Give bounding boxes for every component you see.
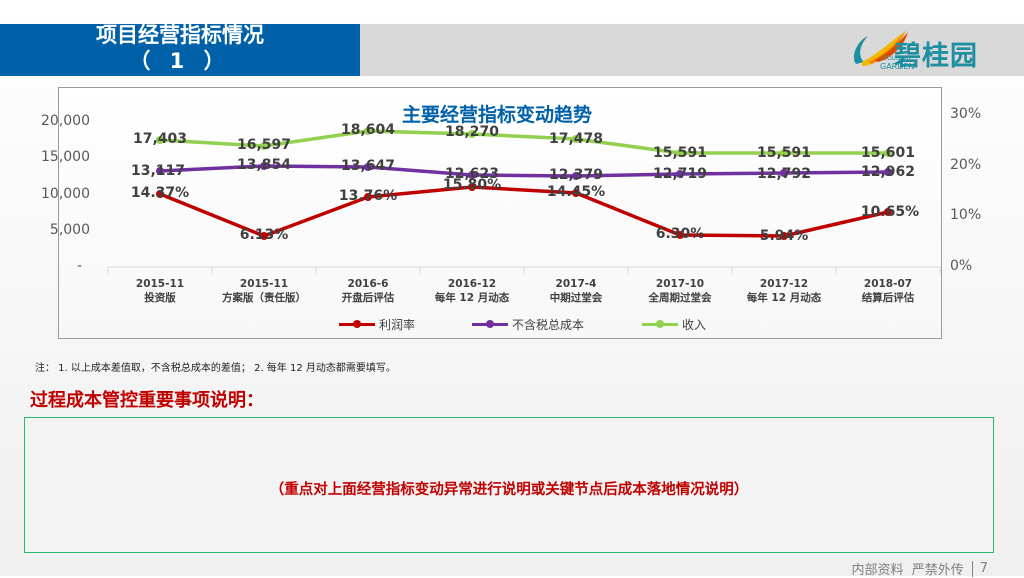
x-category-label: 2017-4 中期过堂会 [524,277,628,305]
footer: 内部资料 严禁外传 7 [851,559,988,578]
y-left-tick: 20,000 [41,113,90,129]
series-cost-markers [156,162,892,180]
data-label-margin: 6.30% [655,226,705,242]
data-label-cost: 12,962 [860,164,916,180]
slide-title: 项目经营指标情况 （ 1 ） [0,23,360,76]
x-axis-ticks [107,267,941,273]
legend-line-marker-icon [472,319,508,329]
data-label-revenue: 15,591 [652,145,708,161]
data-label-revenue: 15,601 [860,145,916,161]
legend-item-revenue: 收入 [642,316,706,332]
y-left-tick: 10,000 [41,186,90,202]
footer-divider [971,560,973,577]
data-label-cost: 12,379 [548,167,604,183]
category-name: 每年 12 月动态 [434,292,510,304]
confidential-label: 内部资料 严禁外传 [851,563,964,578]
data-label-margin: 5.94% [759,228,809,244]
legend-label: 收入 [682,317,707,332]
chart-title: 主要经营指标变动趋势 [402,104,593,126]
category-name: 全周期过堂会 [648,292,712,304]
legend-item-cost: 不含税总成本 [472,316,584,332]
legend-item-margin: 利润率 [339,316,415,332]
series-revenue-markers [156,127,892,157]
y-left-tick: 5,000 [49,222,90,238]
category-date: 2017-10 [655,278,705,290]
data-label-cost: 13,647 [340,158,396,174]
data-label-margin: 13.76% [338,188,398,204]
footnote: 注： 1. 以上成本差值取，不含税总成本的差值； 2. 每年 12 月动态都需要… [35,363,396,374]
data-label-cost: 12,623 [444,166,500,182]
header-band [360,24,1024,76]
category-name: 开盘后评估 [341,292,395,304]
y-right-tick: 10% [950,207,982,223]
category-name: 结算后评估 [861,292,915,304]
x-category-label: 2016-12 每年 12 月动态 [420,277,524,305]
data-label-margin: 10.65% [860,204,920,220]
data-label-margin: 14.45% [546,184,606,200]
x-category-label: 2017-12 每年 12 月动态 [732,277,836,305]
legend-label: 利润率 [379,317,416,332]
series-margin-markers [156,183,892,240]
data-label-revenue: 18,270 [444,124,500,140]
y-right-tick: 20% [950,157,982,173]
category-date: 2016-6 [347,278,389,290]
description-box[interactable]: （重点对上面经营指标变动异常进行说明或关键节点后成本落地情况说明） [24,417,994,553]
category-name: 投资版 [144,292,176,304]
description-placeholder: （重点对上面经营指标变动异常进行说明或关键节点后成本落地情况说明） [269,482,749,498]
y-left-tick: 15,000 [41,149,90,165]
section-title: 过程成本管控重要事项说明： [30,390,264,411]
x-category-label: 2018-07 结算后评估 [836,277,940,305]
data-label-margin: 14.37% [130,185,190,201]
y-left-tick: - [76,258,82,274]
data-label-cost: 12,792 [756,166,812,182]
legend-line-marker-icon [642,319,678,329]
x-category-label: 2016-6 开盘后评估 [316,277,420,305]
series-cost-line [159,164,889,178]
category-name: 中期过堂会 [549,292,603,304]
x-category-label: 2017-10 全周期过堂会 [628,277,732,305]
slide-title-line1: 项目经营指标情况 [96,23,264,47]
x-category-label: 2015-11 方案版（责任版） [212,277,316,305]
data-label-cost: 13,854 [236,157,292,173]
slide-title-line2: （ 1 ） [129,49,231,73]
data-label-cost: 13,117 [130,163,186,179]
legend-label: 不含税总成本 [512,317,585,332]
category-name: 方案版（责任版） [222,292,306,304]
data-label-margin: 15.80% [442,177,502,193]
data-label-revenue: 16,597 [236,137,292,153]
data-label-revenue: 18,604 [340,122,396,138]
series-margin-line [159,185,889,238]
data-label-margin: 6.13% [239,227,289,243]
data-label-revenue: 17,478 [548,131,604,147]
category-name: 每年 12 月动态 [746,292,822,304]
data-label-revenue: 15,591 [756,145,812,161]
series-revenue-line [159,129,888,155]
category-date: 2017-4 [555,278,597,290]
category-date: 2015-11 [239,278,289,290]
category-date: 2018-07 [863,278,913,290]
country-garden-logo-icon [853,30,908,66]
category-date: 2017-12 [759,278,809,290]
logo-subtext-2: GARDEN [880,62,915,71]
x-category-label: 2015-11 投资版 [108,277,212,305]
y-right-tick: 30% [950,106,982,122]
logo-subtext: COUNTRY GARDEN [880,55,915,72]
logo-subtext-1: COUNTRY [882,55,912,62]
category-date: 2015-11 [135,278,185,290]
data-label-revenue: 17,403 [132,131,188,147]
legend-line-marker-icon [339,319,375,329]
data-label-cost: 12,719 [652,166,708,182]
category-date: 2016-12 [447,278,497,290]
brand-name: 碧桂园 [894,41,978,72]
page-number: 7 [979,561,988,576]
y-right-tick: 0% [950,258,973,274]
